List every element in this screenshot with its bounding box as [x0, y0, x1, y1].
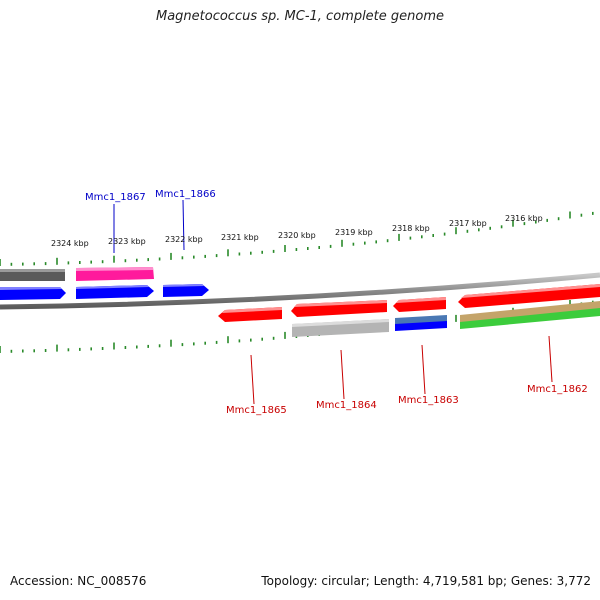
gene-feature-blue-mid[interactable]	[76, 285, 154, 299]
gene-label-mmc1-1864[interactable]: Mmc1_1864	[316, 400, 377, 411]
label-connectors	[113, 199, 553, 405]
scale-label: 2323 kbp	[108, 237, 146, 246]
scale-label: 2317 kbp	[449, 219, 487, 228]
scale-label: 2321 kbp	[221, 233, 259, 242]
gene-feature-green[interactable]	[460, 308, 600, 329]
gene-feature-blue-left[interactable]	[0, 287, 66, 300]
gene-label-mmc1-1863[interactable]: Mmc1_1863	[398, 395, 459, 406]
gene-feature-mmc1-1864[interactable]	[291, 300, 387, 317]
gene-feature-mmc1-1862[interactable]	[458, 284, 600, 308]
gene-label-mmc1-1862[interactable]: Mmc1_1862	[527, 384, 588, 395]
forward-strand-features	[0, 267, 209, 300]
scale-label: 2322 kbp	[165, 235, 203, 244]
gene-feature-mmc1-1866[interactable]	[163, 284, 209, 297]
gene-feature-mmc1-1867[interactable]	[76, 267, 154, 281]
scale-label: 2320 kbp	[278, 231, 316, 240]
accession-text: Accession: NC_008576	[10, 574, 147, 588]
outer-ruler	[0, 211, 594, 266]
gene-feature-tan[interactable]	[460, 301, 600, 323]
genome-backbone	[0, 272, 600, 310]
genome-summary-text: Topology: circular; Length: 4,719,581 bp…	[261, 574, 591, 588]
gene-feature-mmc1-1865[interactable]	[218, 307, 282, 322]
gene-labels: Mmc1_1867 Mmc1_1866 Mmc1_1865 Mmc1_1864 …	[85, 189, 588, 416]
gene-label-mmc1-1866[interactable]: Mmc1_1866	[155, 189, 216, 200]
gene-label-mmc1-1867[interactable]: Mmc1_1867	[85, 192, 146, 203]
scale-label: 2319 kbp	[335, 228, 373, 237]
scale-label: 2324 kbp	[51, 239, 89, 248]
gene-feature-mmc1-1863-blue[interactable]	[395, 321, 447, 331]
gene-feature-mmc1-1864-gray[interactable]	[292, 319, 389, 337]
gene-feature-mmc1-1863[interactable]	[393, 297, 446, 312]
scale-label: 2316 kbp	[505, 214, 543, 223]
scale-label: 2318 kbp	[392, 224, 430, 233]
gene-label-mmc1-1865[interactable]: Mmc1_1865	[226, 405, 287, 416]
map-title: Magnetococcus sp. MC-1, complete genome	[155, 9, 445, 24]
gene-feature-dark-gray[interactable]	[0, 269, 65, 281]
reverse-strand-features	[218, 284, 600, 337]
scale-labels: 2324 kbp 2323 kbp 2322 kbp 2321 kbp 2320…	[51, 214, 543, 248]
